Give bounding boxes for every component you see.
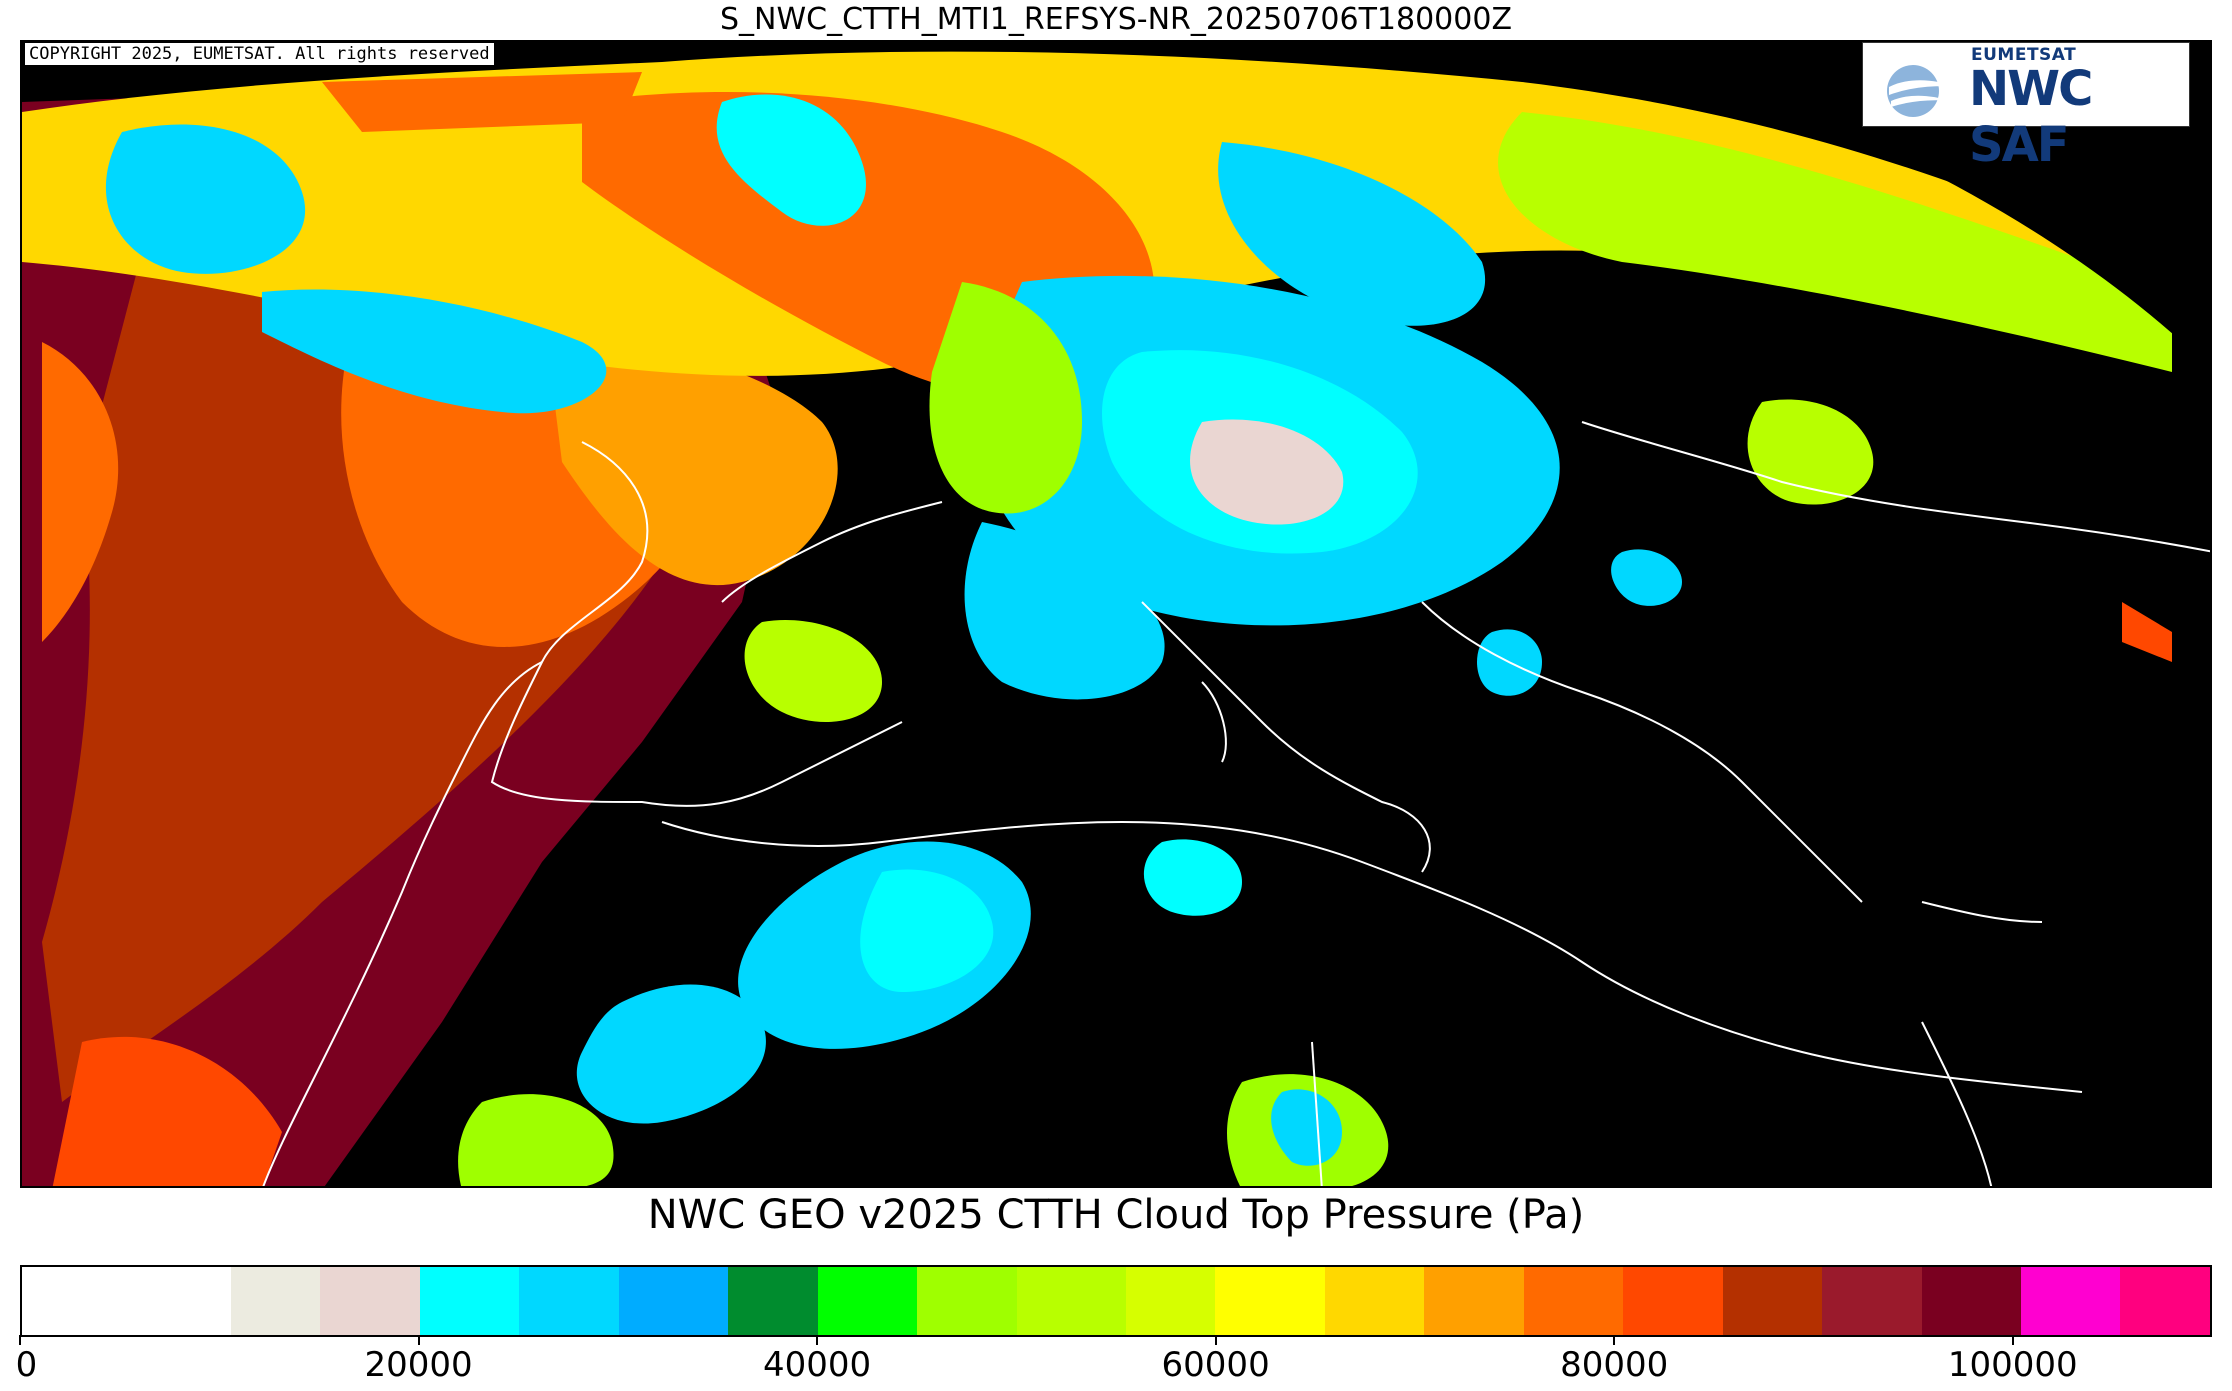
colorbar-segment — [419, 1267, 520, 1335]
colorbar-segment — [1016, 1267, 1126, 1335]
colorbar-segment — [1125, 1267, 1216, 1335]
satellite-map — [20, 40, 2212, 1188]
colorbar-tick — [1214, 1335, 1217, 1345]
colorbar-segment — [728, 1267, 818, 1335]
coastlines — [262, 421, 2210, 1186]
colorbar-segment — [320, 1267, 420, 1335]
colorbar-segment — [1215, 1267, 1325, 1335]
colorbar — [20, 1265, 2212, 1337]
colorbar-tick-label: 20000 — [364, 1345, 473, 1385]
colorbar-segment — [817, 1267, 918, 1335]
nwcsaf-logo: EUMETSAT NWC SAF — [1862, 42, 2190, 173]
colorbar-segment — [22, 1267, 231, 1335]
colorbar-ticks: 0 20000 40000 60000 80000 100000 — [16, 1335, 2212, 1391]
colorbar-segment — [1722, 1267, 1823, 1335]
colorbar-tick-label: 60000 — [1161, 1345, 1270, 1385]
logo-org: EUMETSAT — [1971, 45, 2077, 65]
colorbar-segment — [2120, 1267, 2210, 1335]
colorbar-segment — [1523, 1267, 1624, 1335]
colorbar-tick — [1613, 1335, 1616, 1345]
colorbar-tick-label: 0 — [15, 1345, 38, 1385]
cloud-top-pressure-field — [22, 42, 2210, 1186]
colorbar-segment — [1324, 1267, 1425, 1335]
colorbar-segment — [230, 1267, 321, 1335]
map-title: S_NWC_CTTH_MTI1_REFSYS-NR_20250706T18000… — [719, 2, 1512, 37]
colorbar-tick — [2011, 1335, 2014, 1345]
colorbar-segment — [917, 1267, 1017, 1335]
colorbar-tick-label: 40000 — [762, 1345, 872, 1385]
colorbar-tick-label: 100000 — [1947, 1345, 2078, 1385]
swirl-icon — [1887, 65, 1957, 117]
colorbar-segment — [1921, 1267, 2021, 1335]
colorbar-segment — [618, 1267, 729, 1335]
colorbar-segment — [1424, 1267, 1524, 1335]
logo-product: NWC SAF — [1969, 61, 2093, 173]
colorbar-tick-label: 80000 — [1560, 1345, 1669, 1385]
colorbar-tick — [816, 1335, 819, 1345]
colorbar-tick — [19, 1335, 21, 1345]
colorbar-title: NWC GEO v2025 CTTH Cloud Top Pressure (P… — [647, 1192, 1585, 1238]
colorbar-segment — [519, 1267, 619, 1335]
colorbar-segment — [2020, 1267, 2121, 1335]
colorbar-tick — [417, 1335, 420, 1345]
copyright-notice: COPYRIGHT 2025, EUMETSAT. All rights res… — [24, 42, 495, 66]
colorbar-segment — [1623, 1267, 1723, 1335]
colorbar-segment — [1822, 1267, 1922, 1335]
